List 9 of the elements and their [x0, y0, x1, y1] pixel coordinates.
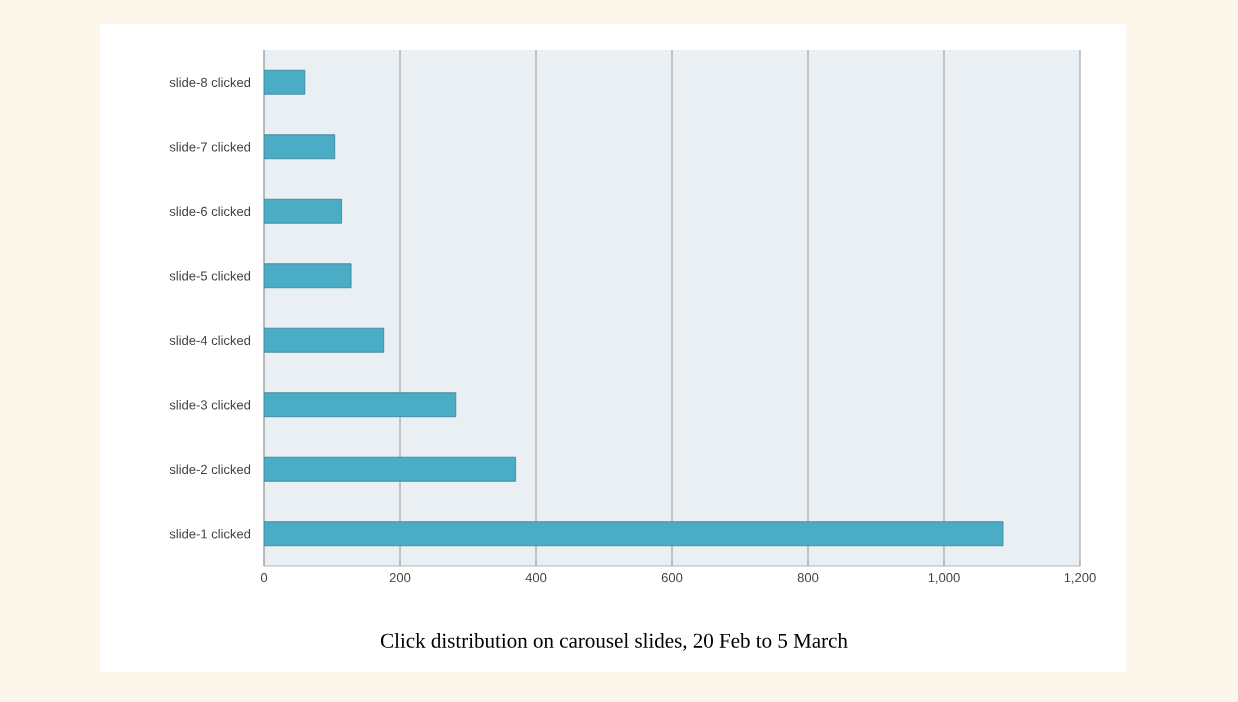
bar: [264, 521, 1004, 547]
bar: [264, 263, 352, 289]
bar: [264, 134, 336, 160]
text: Click distribution on carousel slides, 20 Feb to 5 March: [380, 633, 848, 651]
bar: [264, 456, 517, 482]
bar: [264, 198, 342, 224]
bar: [264, 327, 385, 353]
bar: [264, 69, 306, 95]
bar: [264, 392, 457, 418]
